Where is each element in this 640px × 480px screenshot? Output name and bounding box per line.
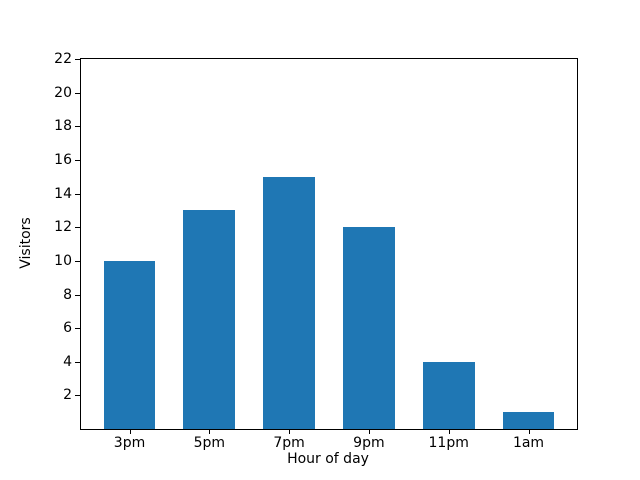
x-tick-mark bbox=[368, 429, 370, 434]
y-tick-mark bbox=[75, 328, 80, 330]
x-tick-label: 1am bbox=[512, 435, 545, 451]
bar-11pm bbox=[422, 361, 475, 429]
y-tick-mark bbox=[75, 227, 80, 229]
y-tick-label: 8 bbox=[63, 286, 72, 303]
y-tick-label: 6 bbox=[63, 320, 72, 337]
x-tick-label: 3pm bbox=[113, 435, 146, 451]
plot-area: 3pm 5pm 7pm 9pm 11pm 1am 2 4 6 8 10 12 14 16 18 20 22 bbox=[54, 52, 578, 450]
x-tick-mark bbox=[129, 429, 131, 434]
y-tick-mark bbox=[75, 395, 80, 397]
y-tick-mark bbox=[75, 126, 80, 128]
bar-5pm bbox=[183, 210, 236, 429]
bar-1am bbox=[502, 412, 555, 429]
x-tick-label: 7pm bbox=[273, 435, 305, 451]
y-tick-mark bbox=[75, 193, 80, 195]
y-tick-label: 2 bbox=[63, 387, 72, 404]
y-tick-label: 12 bbox=[54, 219, 72, 236]
x-tick-mark bbox=[289, 429, 291, 434]
y-tick-mark bbox=[75, 361, 80, 363]
x-tick-mark bbox=[209, 429, 211, 434]
bar-9pm bbox=[343, 227, 395, 429]
y-tick-mark bbox=[75, 92, 80, 94]
y-tick-mark bbox=[75, 294, 80, 296]
y-axis-label: Visitors bbox=[18, 217, 34, 269]
x-tick-label: 5pm bbox=[193, 435, 226, 451]
y-tick-label: 20 bbox=[54, 84, 72, 101]
y-tick-label: 4 bbox=[63, 353, 72, 370]
y-tick-label: 10 bbox=[54, 252, 72, 269]
x-axis-label: Hour of day bbox=[287, 451, 369, 467]
x-tick-mark bbox=[528, 429, 530, 434]
x-tick-label: 9pm bbox=[353, 435, 385, 451]
bar-3pm bbox=[103, 260, 156, 429]
x-tick-mark bbox=[448, 429, 450, 434]
y-tick-mark bbox=[75, 59, 80, 60]
y-tick-label: 16 bbox=[54, 151, 72, 168]
x-tick-label: 11pm bbox=[428, 435, 469, 451]
y-tick-mark bbox=[75, 159, 80, 161]
bar-7pm bbox=[263, 176, 316, 429]
y-tick-label: 18 bbox=[54, 118, 72, 135]
y-tick-label: 14 bbox=[54, 185, 72, 202]
y-tick-mark bbox=[75, 260, 80, 262]
y-tick-label: 22 bbox=[54, 51, 72, 67]
